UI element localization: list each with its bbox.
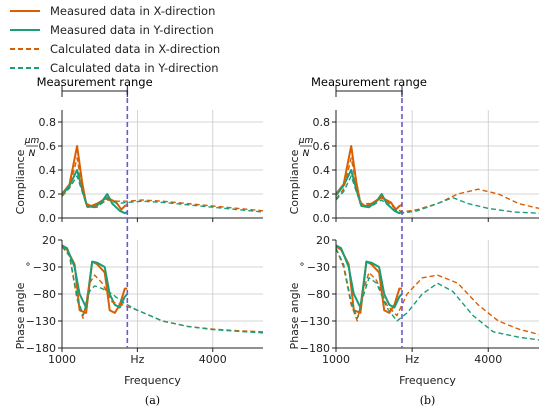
panel-label: (a) — [145, 394, 160, 407]
compliance-plot-0: 0.0 0.2 0.4 0.6 0.8 — [39, 110, 263, 225]
legend-label-2: Calculated data in X-direction — [50, 42, 220, 56]
phase-xtick-label-1: Hz — [130, 353, 144, 366]
compliance-series-3 — [336, 175, 539, 214]
compliance-ytick-label-0: 0.0 — [313, 212, 331, 225]
phase-series-group-1 — [336, 244, 539, 341]
compliance-series-2 — [336, 157, 539, 213]
compliance-series-group-0 — [62, 145, 263, 215]
phase-series-1 — [62, 244, 129, 309]
phase-unit: ° — [26, 262, 31, 273]
phase-ytick-label-4: −180 — [300, 342, 330, 355]
compliance-unit-den: N — [29, 149, 36, 159]
phase-xtick-label-2: 4000 — [199, 353, 227, 366]
phase-series-2 — [336, 247, 539, 336]
compliance-unit-num: μm — [298, 136, 314, 146]
compliance-series-2 — [62, 157, 263, 212]
phase-ylabel: Phase angle — [14, 282, 27, 349]
compliance-ytick-label-2: 0.4 — [39, 164, 57, 177]
compliance-ytick-label-3: 0.6 — [313, 140, 331, 153]
phase-ytick-label-4: −180 — [26, 342, 56, 355]
compliance-ytick-label-1: 0.2 — [39, 188, 57, 201]
phase-xtick-label-2: 4000 — [474, 353, 502, 366]
phase-ytick-label-2: −80 — [33, 288, 56, 301]
compliance-ytick-label-2: 0.4 — [313, 164, 331, 177]
compliance-series-group-1 — [336, 145, 539, 215]
legend-label-0: Measured data in X-direction — [50, 4, 215, 18]
compliance-ytick-label-0: 0.0 — [39, 212, 57, 225]
phase-xtick-label-1: Hz — [405, 353, 419, 366]
phase-ytick-label-2: −80 — [307, 288, 330, 301]
phase-ytick-label-0: 20 — [42, 234, 56, 247]
measurement-range-label: Measurement range — [37, 75, 153, 89]
phase-xtick-label-0: 1000 — [322, 353, 350, 366]
compliance-series-3 — [62, 175, 263, 213]
phase-ytick-label-1: −30 — [33, 261, 56, 274]
phase-series-1 — [336, 244, 403, 309]
x-axis-label: Frequency — [399, 374, 456, 387]
compliance-ytick-label-3: 0.6 — [39, 140, 57, 153]
measurement-range-label: Measurement range — [311, 75, 427, 89]
phase-unit: ° — [300, 262, 305, 273]
legend-label-1: Measured data in Y-direction — [50, 23, 214, 37]
compliance-series-0 — [62, 145, 128, 211]
legend: Measured data in X-direction Measured dat… — [10, 4, 220, 75]
phase-series-0 — [336, 245, 402, 314]
phase-xtick-label-0: 1000 — [48, 353, 76, 366]
phase-series-0 — [62, 245, 128, 314]
phase-ylabel: Phase angle — [288, 282, 301, 349]
phase-series-group-0 — [62, 244, 263, 334]
compliance-plot-1: 0.0 0.2 0.4 0.6 0.8 — [313, 110, 539, 225]
phase-ytick-label-1: −30 — [307, 261, 330, 274]
phase-series-3 — [62, 245, 263, 334]
phase-ytick-label-0: 20 — [316, 234, 330, 247]
phase-series-3 — [336, 248, 539, 341]
compliance-ytick-label-4: 0.8 — [39, 116, 57, 129]
compliance-series-1 — [336, 169, 403, 215]
phase-series-2 — [62, 246, 263, 333]
compliance-unit-den: N — [303, 149, 310, 159]
panel-label: (b) — [420, 394, 436, 407]
compliance-series-0 — [336, 145, 403, 211]
compliance-unit-num: μm — [24, 136, 40, 146]
compliance-ylabel: Compliance — [288, 149, 301, 214]
phase-ytick-label-3: −130 — [300, 315, 330, 328]
phase-ytick-label-3: −130 — [26, 315, 56, 328]
x-axis-label: Frequency — [124, 374, 181, 387]
compliance-series-1 — [62, 169, 128, 215]
legend-label-3: Calculated data in Y-direction — [50, 61, 219, 75]
compliance-ytick-label-4: 0.8 — [313, 116, 331, 129]
compliance-ylabel: Compliance — [14, 149, 27, 214]
compliance-ytick-label-1: 0.2 — [313, 188, 331, 201]
